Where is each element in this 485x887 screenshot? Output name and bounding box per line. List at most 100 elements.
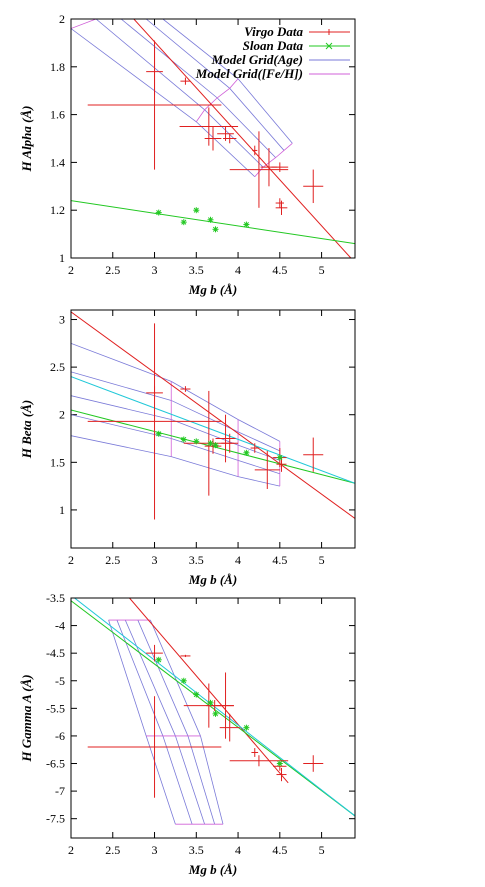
chart-panel-1: 2 2.5 3 3.5 4 4.5 5 1 1.2 1.4 1.6 1.8 2 Mg b (Å) H Alp… xyxy=(19,12,356,297)
x-tick-label: 3.5 xyxy=(189,263,204,277)
x-tick-label: 2.5 xyxy=(105,843,120,857)
model-grid-feh-line xyxy=(71,19,163,29)
model-grid-age-line xyxy=(95,19,264,168)
x-tick-label: 2.5 xyxy=(105,263,120,277)
fit-line-virgo xyxy=(133,19,352,258)
sloan-mark-d2 xyxy=(156,657,162,663)
x-tick-label: 5 xyxy=(319,843,325,857)
plot-frame xyxy=(70,597,356,839)
sloan-mark-d2 xyxy=(212,442,219,448)
virgo-point xyxy=(252,145,258,156)
model-grid-age-line xyxy=(71,395,280,461)
legend-label-sloan: Sloan Data xyxy=(243,38,304,53)
sloan-mark-d2 xyxy=(212,226,219,232)
virgo-point xyxy=(303,437,324,472)
model-grid-age-line xyxy=(71,342,281,442)
virgo-point xyxy=(254,450,280,489)
legend-label-feh: Model Grid([Fe/H]) xyxy=(195,66,303,81)
sloan-point xyxy=(212,710,219,717)
sloan-point xyxy=(212,442,219,449)
model-grid-age-line xyxy=(71,435,280,487)
x-tick-label: 3.5 xyxy=(189,553,204,567)
legend-label-virgo: Virgo Data xyxy=(244,24,303,39)
sloan-mark-d2 xyxy=(207,700,214,706)
virgo-point xyxy=(87,696,222,798)
x-tick-label: 4.5 xyxy=(272,263,287,277)
sloan-point xyxy=(212,226,219,233)
virgo-point xyxy=(221,433,239,453)
model-grid-feh-line xyxy=(195,78,239,122)
sloan-mark-d2 xyxy=(277,455,283,461)
x-tick-label: 4.5 xyxy=(272,843,287,857)
virgo-point xyxy=(87,323,222,520)
x-tick-label: 3.5 xyxy=(189,843,204,857)
y-tick-label: 1.5 xyxy=(50,455,65,469)
y-tick-label: -5 xyxy=(55,674,65,688)
fit-line-sloan xyxy=(71,200,355,245)
sloan-mark-d2 xyxy=(181,219,187,225)
x-axis-label: Mg b (Å) xyxy=(188,862,237,877)
virgo-point xyxy=(179,107,239,146)
sloan-point xyxy=(193,207,200,214)
y-axis-label: H Alpha (Å) xyxy=(19,106,34,173)
y-tick-label: -6 xyxy=(55,729,65,743)
sloan-point xyxy=(243,724,250,731)
x-tick-label: 2.5 xyxy=(105,553,120,567)
virgo-point xyxy=(204,438,222,454)
virgo-point xyxy=(229,131,289,208)
x-tick-label: 5 xyxy=(319,553,325,567)
fit-line-sloan xyxy=(71,600,355,817)
sloan-point xyxy=(155,209,162,216)
y-tick-label: 1.6 xyxy=(50,108,65,122)
x-tick-label: 4.5 xyxy=(272,553,287,567)
plot-area xyxy=(71,598,355,825)
plot-frame xyxy=(70,18,356,259)
chart-panel-2: 2 2.5 3 3.5 4 4.5 5 1 1.5 2 2.5 3 Mg b (Å) H Beta (Å) xyxy=(19,309,356,587)
sloan-mark-d2 xyxy=(181,436,187,443)
x-axis-label: Mg b (Å) xyxy=(188,282,237,297)
chart-panel-3: 2 2.5 3 3.5 4 4.5 5 -3.5 -4 -4.5 -5 -5.5 -6 -6.5 -7 -7.… xyxy=(19,591,356,877)
virgo-point xyxy=(275,198,284,208)
legend-label-age: Model Grid(Age) xyxy=(211,52,303,67)
virgo-point xyxy=(146,644,163,662)
sloan-point xyxy=(207,440,214,447)
y-tick-label: 3 xyxy=(59,313,65,327)
sloan-point xyxy=(207,216,214,223)
virgo-point xyxy=(223,133,237,144)
model-grid-age-line xyxy=(137,619,216,825)
y-tick-label: 1.8 xyxy=(50,60,65,74)
virgo-point xyxy=(271,162,289,172)
virgo-point xyxy=(204,126,222,151)
x-tick-label: 4 xyxy=(235,263,241,277)
sloan-mark-d2 xyxy=(193,438,199,444)
y-tick-label: 1 xyxy=(59,503,65,517)
sloan-mark-d2 xyxy=(212,711,219,717)
sloan-mark-d2 xyxy=(193,207,199,213)
sloan-point xyxy=(193,691,200,698)
y-axis-label: H Gamma A (Å) xyxy=(19,674,34,762)
virgo-point xyxy=(180,77,191,85)
sloan-point xyxy=(155,656,162,663)
y-tick-label: -5.5 xyxy=(46,701,65,715)
y-tick-label: 2 xyxy=(59,408,65,422)
sloan-point xyxy=(180,219,187,226)
y-tick-label: -6.5 xyxy=(46,757,65,771)
plot-frame xyxy=(70,309,356,549)
y-tick-label: 1.4 xyxy=(50,155,65,169)
sloan-point xyxy=(180,436,187,443)
sloan-mark-d2 xyxy=(181,678,187,684)
sloan-mark-d2 xyxy=(277,760,283,767)
x-tick-label: 5 xyxy=(319,263,325,277)
virgo-point xyxy=(87,40,222,170)
legend-sloan-star-b xyxy=(325,42,333,50)
x-axis-label: Mg b (Å) xyxy=(188,572,237,587)
virgo-point xyxy=(275,200,288,215)
sloan-point xyxy=(193,438,200,445)
sloan-mark-d2 xyxy=(243,450,249,456)
y-tick-label: 1.2 xyxy=(50,203,65,217)
sloan-mark-d2 xyxy=(156,431,162,437)
plot-area xyxy=(71,311,355,520)
y-tick-label: -4.5 xyxy=(46,646,65,660)
y-tick-label: -7 xyxy=(55,784,65,798)
x-tick-label: 2 xyxy=(68,553,74,567)
